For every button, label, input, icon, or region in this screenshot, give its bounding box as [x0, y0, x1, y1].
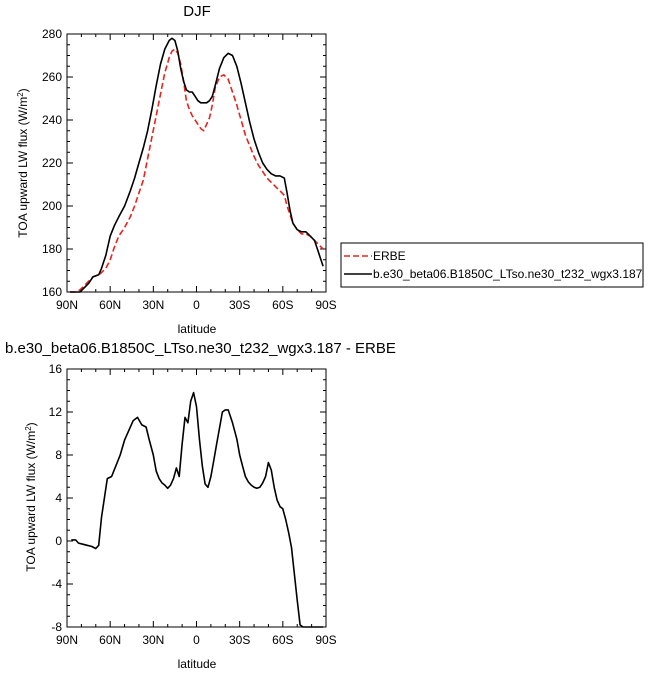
bottom-axis-ticks: [66, 368, 327, 628]
top-series-line-0: [69, 48, 324, 293]
bottom-y-tick-label: 4: [55, 491, 62, 505]
top-chart-panel: DJF 160 180 200 220 240 260 280 90N 60N 30N 0 30S 6…: [16, 3, 644, 336]
top-y-tick-labels: 160 180 200 220 240 260 280: [42, 27, 62, 299]
bottom-x-tick-label: 30N: [142, 633, 164, 647]
top-x-tick-label: 90N: [56, 298, 78, 312]
top-legend: ERBE b.e30_beta06.B1850C_LTso.ne30_t232_…: [340, 242, 644, 288]
top-y-tick-label: 240: [42, 113, 62, 127]
bottom-x-axis-label: latitude: [178, 657, 217, 671]
top-x-tick-label: 30N: [142, 298, 164, 312]
top-x-tick-label: 60S: [272, 298, 293, 312]
bottom-chart-panel: b.e30_beta06.B1850C_LTso.ne30_t232_wgx3.…: [5, 340, 396, 671]
top-axis-ticks: [66, 33, 327, 293]
legend-box: [340, 242, 644, 288]
top-y-tick-label: 200: [42, 199, 62, 213]
legend-label-erbe: ERBE: [373, 249, 406, 263]
top-series-layer: [69, 37, 324, 293]
top-y-tick-label: 260: [42, 70, 62, 84]
bottom-x-tick-label: 30S: [229, 633, 250, 647]
bottom-y-tick-label: 16: [49, 362, 63, 376]
top-x-axis-label: latitude: [178, 322, 217, 336]
top-chart-title: DJF: [183, 3, 211, 20]
top-y-tick-label: 180: [42, 242, 62, 256]
top-series-line-1: [69, 37, 324, 293]
top-y-tick-label: 160: [42, 285, 62, 299]
bottom-chart-title: b.e30_beta06.B1850C_LTso.ne30_t232_wgx3.…: [5, 340, 396, 357]
top-x-tick-label: 90S: [315, 298, 336, 312]
legend-label-model: b.e30_beta06.B1850C_LTso.ne30_t232_wgx3.…: [373, 267, 643, 281]
bottom-x-tick-label: 90S: [315, 633, 336, 647]
bottom-x-tick-labels: 90N 60N 30N 0 30S 60S 90S: [56, 633, 337, 647]
top-y-axis-label: TOA upward LW flux (W/m2): [16, 88, 30, 237]
bottom-y-tick-label: 12: [49, 405, 63, 419]
bottom-x-tick-label: 90N: [56, 633, 78, 647]
top-x-tick-label: 0: [193, 298, 200, 312]
top-y-tick-label: 220: [42, 156, 62, 170]
top-x-tick-labels: 90N 60N 30N 0 30S 60S 90S: [56, 298, 337, 312]
bottom-y-tick-label: 0: [55, 534, 62, 548]
bottom-y-tick-label: 8: [55, 448, 62, 462]
bottom-series-line-0: [71, 391, 324, 628]
bottom-y-tick-label: -8: [51, 620, 62, 634]
top-y-tick-label: 280: [42, 27, 62, 41]
bottom-y-axis-label: TOA upward LW flux (W/m2): [24, 422, 38, 571]
bottom-x-tick-label: 60N: [99, 633, 121, 647]
bottom-x-tick-label: 0: [193, 633, 200, 647]
top-x-tick-label: 60N: [99, 298, 121, 312]
bottom-y-tick-labels: -8 -4 0 4 8 12 16: [49, 362, 63, 634]
bottom-y-tick-label: -4: [51, 577, 62, 591]
top-x-tick-label: 30S: [229, 298, 250, 312]
bottom-series-layer: [71, 391, 324, 628]
bottom-x-tick-label: 60S: [272, 633, 293, 647]
